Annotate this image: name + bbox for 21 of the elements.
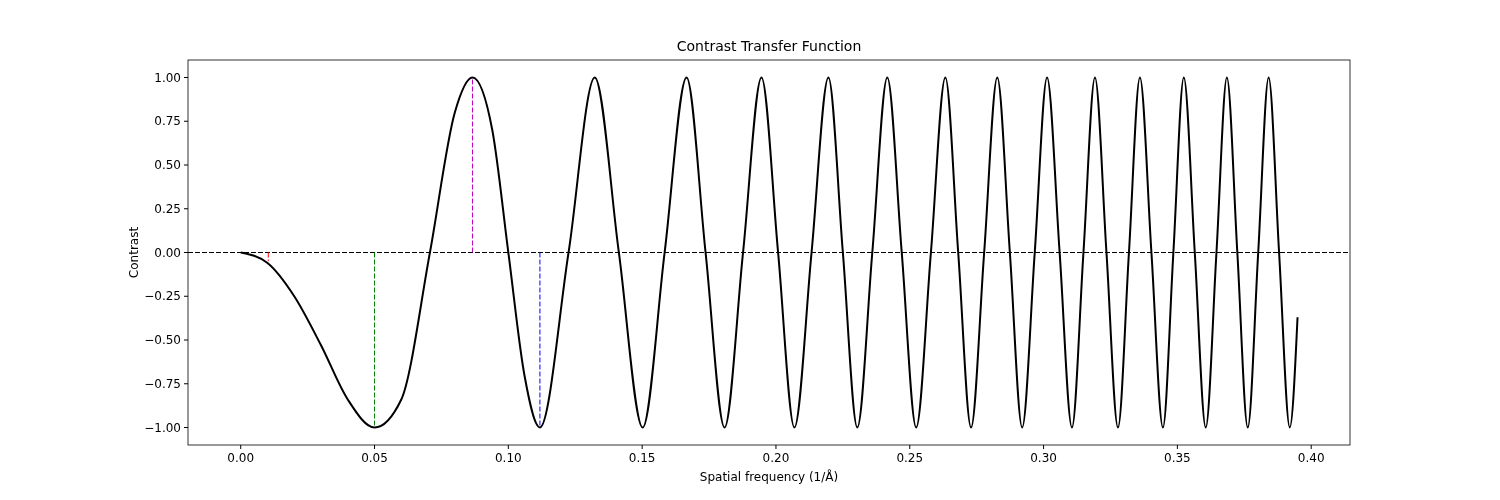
y-tick-label: −0.25 <box>144 289 181 304</box>
x-tick-label: 0.05 <box>361 451 388 465</box>
y-tick-label: 0.25 <box>154 201 181 216</box>
y-tick-label: 0.75 <box>154 114 181 129</box>
y-tick-label: −0.75 <box>144 376 181 391</box>
y-axis-title: Contrast <box>127 226 141 279</box>
x-tick-label: 0.30 <box>1030 451 1057 465</box>
x-tick-label: 0.15 <box>628 451 656 465</box>
x-tick-label: 0.00 <box>227 451 255 465</box>
x-tick-label: 0.40 <box>1297 451 1325 465</box>
x-tick-label: 0.20 <box>762 451 790 465</box>
x-tick-label: 0.10 <box>494 451 522 465</box>
x-axis-title: Spatial frequency (1/Å) <box>699 469 839 484</box>
chart-title: Contrast Transfer Function <box>676 38 862 54</box>
y-tick-label: −1.00 <box>144 420 181 435</box>
y-tick-label: 0.50 <box>154 158 181 172</box>
y-tick-label: −0.50 <box>144 333 181 347</box>
y-tick-label: 0.00 <box>154 245 181 260</box>
x-tick-label: 0.25 <box>896 451 924 465</box>
x-tick-label: 0.35 <box>1164 451 1191 465</box>
y-tick-label: 1.00 <box>154 70 181 85</box>
